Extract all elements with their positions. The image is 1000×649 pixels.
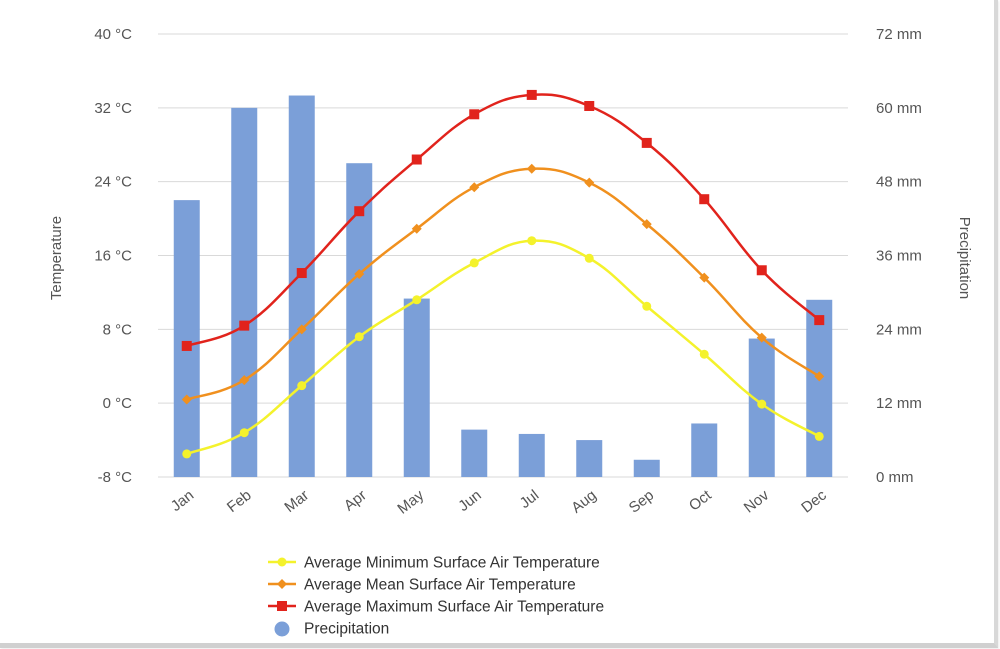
- precipitation-bar: [576, 440, 603, 477]
- precipitation-bar: [806, 299, 833, 477]
- x-tick-label: Apr: [341, 487, 370, 515]
- min-temperature-point: [297, 381, 307, 391]
- mean-temperature-point: [641, 219, 652, 230]
- legend-precipitation-label: Precipitation: [304, 621, 389, 638]
- right-tick-label: 0 mm: [876, 469, 914, 486]
- max-temperature-point: [354, 206, 365, 217]
- max-temperature-point: [756, 265, 767, 276]
- precipitation-bar: [403, 298, 430, 477]
- legend-min-temperature-label: Average Minimum Surface Air Temperature: [304, 555, 600, 572]
- left-axis-title: Temperature: [48, 216, 65, 300]
- max-temperature-point: [814, 315, 825, 326]
- mean-temperature-point: [469, 182, 480, 193]
- right-tick-label: 12 mm: [876, 395, 922, 412]
- mean-temperature-point: [814, 371, 825, 382]
- mean-temperature-point: [526, 163, 537, 174]
- max-temperature-point: [469, 109, 480, 120]
- max-temperature-point: [239, 320, 250, 331]
- x-tick-label: Jan: [168, 487, 198, 515]
- legend-mean-temperature-marker: [277, 579, 287, 589]
- left-tick-label: 24 °C: [94, 174, 132, 191]
- right-axis-ticks: 0 mm 12 mm 24 mm 36 mm 48 mm 60 mm 72 mm: [876, 26, 922, 486]
- x-tick-label: Nov: [741, 486, 773, 516]
- left-tick-label: 32 °C: [94, 100, 132, 117]
- legend-max-temperature-marker: [277, 601, 287, 611]
- max-temperature-point: [181, 340, 192, 351]
- legend: Average Minimum Surface Air Temperature A…: [268, 555, 604, 638]
- x-tick-label: May: [394, 486, 427, 517]
- mean-temperature-point: [239, 375, 250, 386]
- min-temperature-point: [584, 253, 594, 263]
- x-tick-label: Jun: [455, 487, 485, 515]
- precipitation-bar: [633, 459, 660, 477]
- mean-temperature-point: [411, 223, 422, 234]
- x-tick-label: Oct: [686, 486, 716, 514]
- max-temperature-point: [641, 137, 652, 148]
- min-temperature-point: [239, 428, 249, 438]
- x-tick-label: Jul: [517, 487, 543, 512]
- right-tick-label: 36 mm: [876, 248, 922, 265]
- left-tick-label: -8 °C: [98, 469, 133, 486]
- right-tick-label: 72 mm: [876, 26, 922, 43]
- x-axis-ticks: Jan Feb Mar Apr May Jun Jul Aug Sep Oct Nov Dec: [168, 486, 830, 517]
- precipitation-bar: [231, 107, 258, 477]
- legend-precipitation-marker: [274, 621, 290, 637]
- left-tick-label: 16 °C: [94, 248, 132, 265]
- max-temperature-point: [584, 100, 595, 111]
- legend-max-temperature-label: Average Maximum Surface Air Temperature: [304, 599, 604, 616]
- min-temperature-point: [182, 449, 192, 459]
- right-tick-label: 48 mm: [876, 174, 922, 191]
- min-temperature-point: [642, 301, 652, 311]
- precipitation-bars: [173, 95, 833, 478]
- mean-temperature-point: [699, 272, 710, 283]
- mean-temperature-point: [181, 394, 192, 405]
- max-temperature-point: [526, 89, 537, 100]
- min-temperature-point: [354, 332, 364, 342]
- mean-temperature-point: [296, 324, 307, 335]
- mean-temperature-point: [584, 177, 595, 188]
- legend-mean-temperature-label: Average Mean Surface Air Temperature: [304, 577, 576, 594]
- min-temperature-point: [814, 431, 824, 441]
- x-tick-label: Feb: [224, 487, 255, 516]
- max-temperature-point: [411, 154, 422, 165]
- max-temperature-line: [186, 93, 821, 348]
- mean-temperature-point: [756, 332, 767, 343]
- min-temperature-point: [699, 349, 709, 359]
- min-temperature-point: [527, 236, 537, 246]
- precipitation-bar: [288, 95, 315, 478]
- temperature-lines: [181, 89, 825, 459]
- gridlines: [158, 33, 848, 478]
- min-temperature-point: [469, 258, 479, 268]
- x-tick-label: Dec: [798, 486, 830, 516]
- left-tick-label: 0 °C: [103, 395, 133, 412]
- right-tick-label: 24 mm: [876, 321, 922, 338]
- right-axis-title: Precipitation: [956, 217, 973, 300]
- left-axis-ticks: -8 °C 0 °C 8 °C 16 °C 24 °C 32 °C 40 °C: [94, 26, 132, 486]
- precipitation-bar: [691, 423, 718, 477]
- left-tick-label: 40 °C: [94, 26, 132, 43]
- x-tick-label: Aug: [568, 487, 600, 517]
- mean-temperature-line: [186, 167, 820, 401]
- min-temperature-point: [412, 295, 422, 305]
- left-tick-label: 8 °C: [103, 321, 133, 338]
- max-temperature-point: [699, 194, 710, 205]
- right-tick-label: 60 mm: [876, 100, 922, 117]
- x-tick-label: Sep: [626, 487, 658, 517]
- x-tick-label: Mar: [281, 487, 312, 516]
- precipitation-bar: [173, 200, 200, 477]
- legend-min-temperature-marker: [277, 557, 287, 567]
- min-temperature-point: [757, 399, 767, 409]
- mean-temperature-point: [354, 268, 365, 279]
- max-temperature-point: [296, 268, 307, 279]
- precipitation-bar: [461, 429, 488, 477]
- precipitation-bar: [518, 433, 545, 477]
